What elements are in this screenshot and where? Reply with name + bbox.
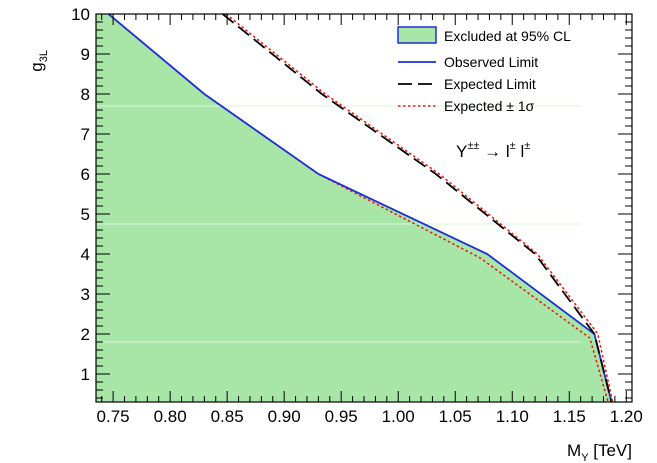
- legend-label-excluded: Excluded at 95% CL: [444, 28, 571, 44]
- y-tick-label: 2: [81, 325, 90, 344]
- x-tick-label: 0.85: [211, 407, 244, 426]
- x-tick-label: 1.15: [553, 407, 586, 426]
- y-tick-label: 8: [81, 85, 90, 104]
- expected-limit-line: [222, 13, 613, 403]
- x-axis-ticks: 0.75 0.80 0.85 0.90 0.95 1.00 1.05 1.10 1.15 1.20: [97, 14, 643, 426]
- legend: Excluded at 95% CL Observed Limit Expect…: [397, 26, 571, 114]
- y-tick-label: 9: [81, 45, 90, 64]
- expected-1sigma-upper-line: [225, 13, 614, 403]
- x-tick-label: 1.20: [610, 407, 643, 426]
- x-tick-label: 1.10: [496, 407, 529, 426]
- expected-1sigma-lower-line: [107, 13, 609, 403]
- plot-area: [96, 13, 614, 403]
- legend-swatch-excluded: [397, 26, 437, 44]
- y-axis-title: g3L: [27, 50, 50, 72]
- x-tick-label: 0.80: [154, 407, 187, 426]
- x-axis-title: MY [TeV]: [567, 441, 632, 463]
- y-tick-label: 7: [81, 125, 90, 144]
- y-tick-label: 5: [81, 205, 90, 224]
- legend-label-expected: Expected Limit: [444, 76, 536, 92]
- excluded-region-fill: [96, 14, 612, 402]
- x-tick-label: 0.75: [97, 407, 130, 426]
- legend-label-band: Expected ± 1σ: [444, 98, 535, 114]
- y-tick-label: 3: [81, 285, 90, 304]
- legend-label-observed: Observed Limit: [444, 54, 538, 70]
- y-tick-label: 10: [71, 5, 90, 24]
- y-tick-label: 6: [81, 165, 90, 184]
- y-axis-ticks: 1 2 3 4 5 6 7 8 9 10: [71, 5, 632, 399]
- process-annotation: Y±± → l± l±: [456, 140, 530, 161]
- y-tick-label: 1: [81, 365, 90, 384]
- x-tick-label: 0.90: [268, 407, 301, 426]
- x-tick-label: 0.95: [325, 407, 358, 426]
- x-tick-label: 1.05: [439, 407, 472, 426]
- y-tick-label: 4: [81, 245, 90, 264]
- x-tick-label: 1.00: [382, 407, 415, 426]
